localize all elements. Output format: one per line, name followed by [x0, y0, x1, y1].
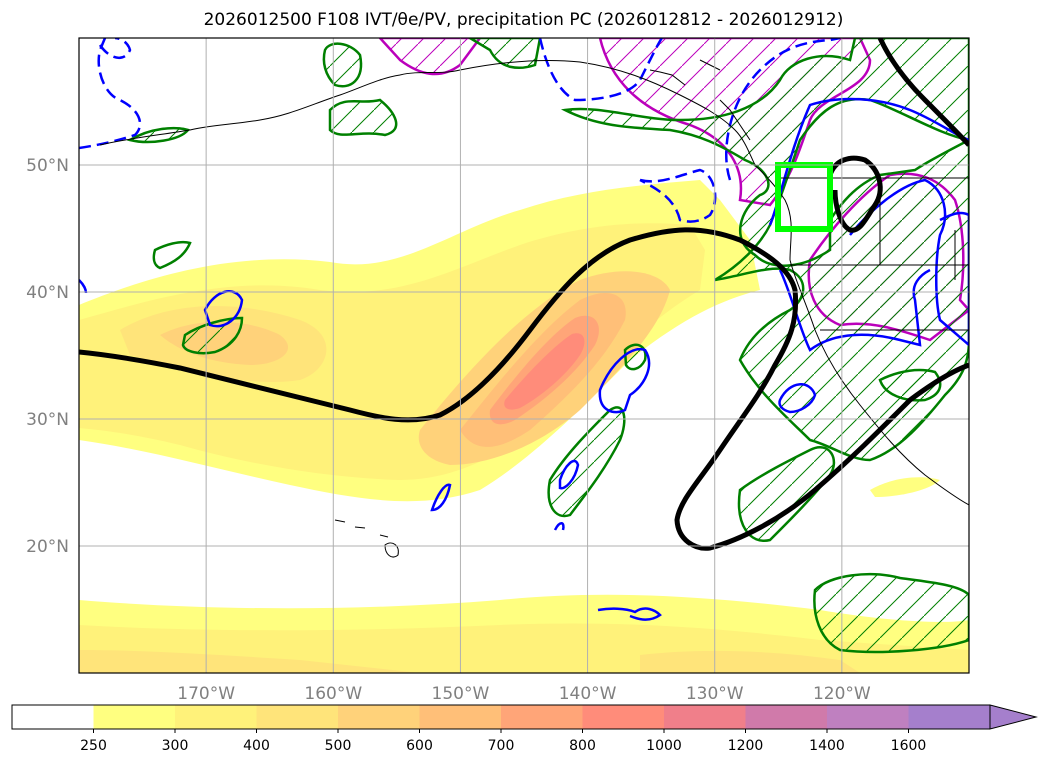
lon-tick-label: 170°W — [177, 684, 235, 704]
colorbar-segment — [745, 705, 828, 729]
ivt-shading-southern-band — [79, 477, 969, 673]
graticule — [79, 38, 969, 673]
longitude-labels: 170°W 160°W 150°W 140°W 130°W 120°W — [177, 684, 871, 704]
map-title: 2026012500 F108 IVT/θe/PV, precipitation… — [203, 10, 844, 30]
colorbar-segment — [419, 705, 502, 729]
lon-tick-label: 140°W — [559, 684, 617, 704]
colorbar-tick-label: 600 — [406, 738, 433, 754]
colorbar-tick-label: 1400 — [809, 738, 845, 754]
colorbar-segment — [338, 705, 420, 729]
colorbar-tick-label: 800 — [569, 738, 596, 754]
lat-tick-label: 30°N — [26, 410, 69, 430]
colorbar-tick-label: 1200 — [728, 738, 764, 754]
colorbar-segment — [908, 705, 991, 729]
lat-tick-label: 20°N — [26, 537, 69, 557]
theta-e-contour — [79, 38, 969, 551]
colorbar-tick-label: 250 — [80, 738, 107, 754]
latitude-labels: 50°N 40°N 30°N 20°N — [26, 156, 69, 557]
colorbar-segment — [582, 705, 665, 729]
colorbar-segment — [664, 705, 746, 729]
lon-tick-label: 150°W — [432, 684, 490, 704]
colorbar-tick-label: 1600 — [891, 738, 927, 754]
colorbar-segment — [501, 705, 583, 729]
colorbar-segment — [93, 705, 176, 729]
map-layers — [79, 38, 969, 673]
colorbar-tick-label: 700 — [488, 738, 515, 754]
colorbar-segment — [256, 705, 339, 729]
colorbar-segment — [827, 705, 909, 729]
lon-tick-label: 130°W — [686, 684, 744, 704]
ivt-shading-atmospheric-river — [79, 180, 760, 502]
colorbar-segment — [175, 705, 257, 729]
colorbar-extend-arrow — [989, 704, 1038, 730]
map-frame — [78, 37, 970, 674]
lat-tick-label: 40°N — [26, 283, 69, 303]
colorbar-tick-label: 400 — [243, 738, 270, 754]
colorbar-tick-label: 300 — [162, 738, 189, 754]
colorbar-tick-label: 1000 — [646, 738, 682, 754]
colorbar-segment — [12, 705, 94, 729]
lon-tick-label: 120°W — [813, 684, 871, 704]
colorbar-tick-label: 500 — [325, 738, 352, 754]
lat-tick-label: 50°N — [26, 156, 69, 176]
colorbar: 250 300 400 500 600 700 800 1000 1200 1400 1600 — [11, 704, 1038, 754]
lon-tick-label: 160°W — [304, 684, 362, 704]
